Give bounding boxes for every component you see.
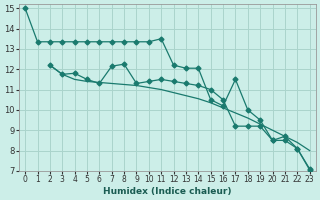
X-axis label: Humidex (Indice chaleur): Humidex (Indice chaleur) <box>103 187 232 196</box>
